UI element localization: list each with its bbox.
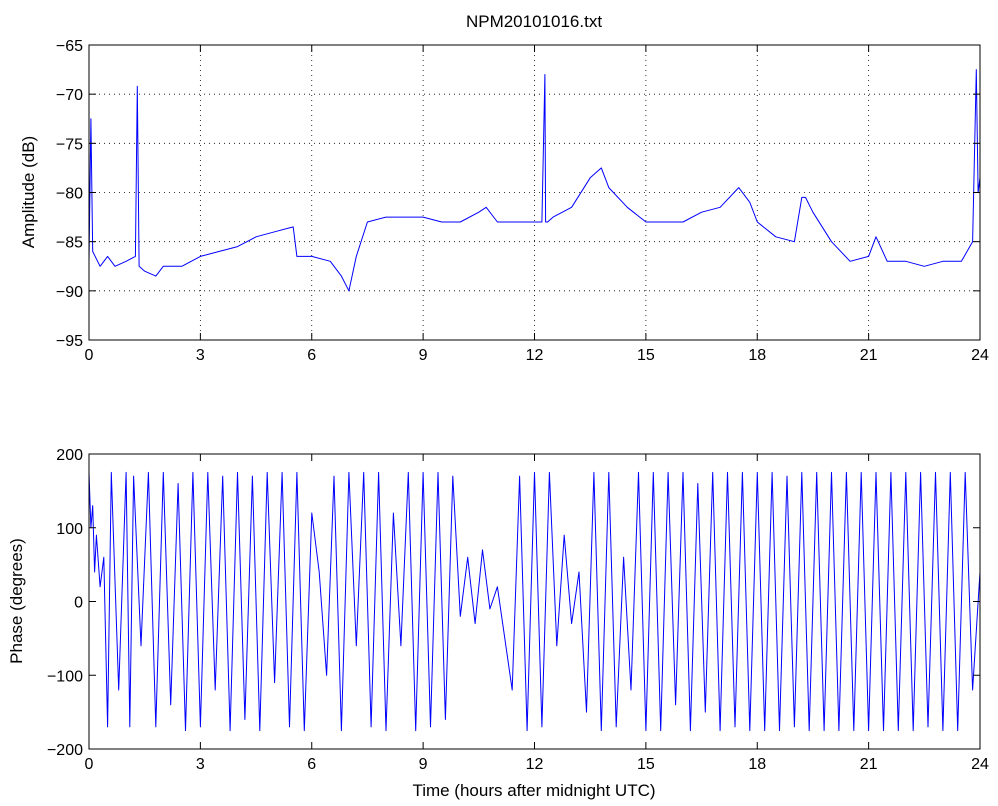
amplitude-panel: 0 3 6 9 12 15 18 21 24 −95 −90 −85 −80 −75 −70 −65 NPM2… [19,12,989,364]
phase-x-tick-label: 0 [85,756,94,773]
phase-y-tick-label: −200 [47,742,83,759]
amplitude-ticks: 0 3 6 9 12 15 18 21 24 −95 −90 −85 −80 −75 −70 −65 [56,38,989,364]
amplitude-x-tick-label: 15 [637,347,655,364]
phase-y-tick-label: 200 [56,447,83,464]
amplitude-y-tick-label: −65 [56,38,83,55]
amplitude-y-tick-label: −80 [56,186,83,203]
phase-x-tick-label: 12 [526,756,544,773]
amplitude-x-tick-label: 12 [526,347,544,364]
phase-x-tick-label: 18 [748,756,766,773]
phase-x-tick-label: 9 [419,756,428,773]
phase-panel: 0 3 6 9 12 15 18 21 24 −200 −100 0 100 200 Time (hour… [7,447,989,800]
phase-y-tick-label: −100 [47,668,83,685]
amplitude-y-axis-label: Amplitude (dB) [19,136,38,248]
amplitude-x-tick-label: 0 [85,347,94,364]
phase-series-line [88,471,981,732]
amplitude-y-tick-label: −95 [56,333,83,350]
amplitude-x-tick-label: 18 [748,347,766,364]
amplitude-grid [89,45,980,340]
amplitude-y-tick-label: −85 [56,235,83,252]
phase-x-tick-label: 21 [860,756,878,773]
phase-ticks: 0 3 6 9 12 15 18 21 24 −200 −100 0 100 200 [47,447,989,773]
amplitude-y-tick-label: −90 [56,284,83,301]
amplitude-title: NPM20101016.txt [466,12,602,31]
phase-y-tick-label: 0 [74,595,83,612]
amplitude-x-tick-label: 6 [307,347,316,364]
phase-y-tick-label: 100 [56,521,83,538]
amplitude-series [88,69,981,292]
amplitude-x-tick-label: 3 [196,347,205,364]
amplitude-y-tick-label: −75 [56,136,83,153]
phase-x-tick-label: 24 [971,756,989,773]
phase-y-axis-label: Phase (degrees) [7,538,26,664]
amplitude-y-tick-label: −70 [56,87,83,104]
phase-x-tick-label: 6 [307,756,316,773]
phase-series [88,471,981,732]
phase-x-tick-label: 15 [637,756,655,773]
amplitude-x-tick-label: 21 [860,347,878,364]
amplitude-series-line [88,69,981,292]
phase-x-axis-label: Time (hours after midnight UTC) [412,781,655,800]
amplitude-x-tick-label: 24 [971,347,989,364]
phase-x-tick-label: 3 [196,756,205,773]
amplitude-x-tick-label: 9 [419,347,428,364]
